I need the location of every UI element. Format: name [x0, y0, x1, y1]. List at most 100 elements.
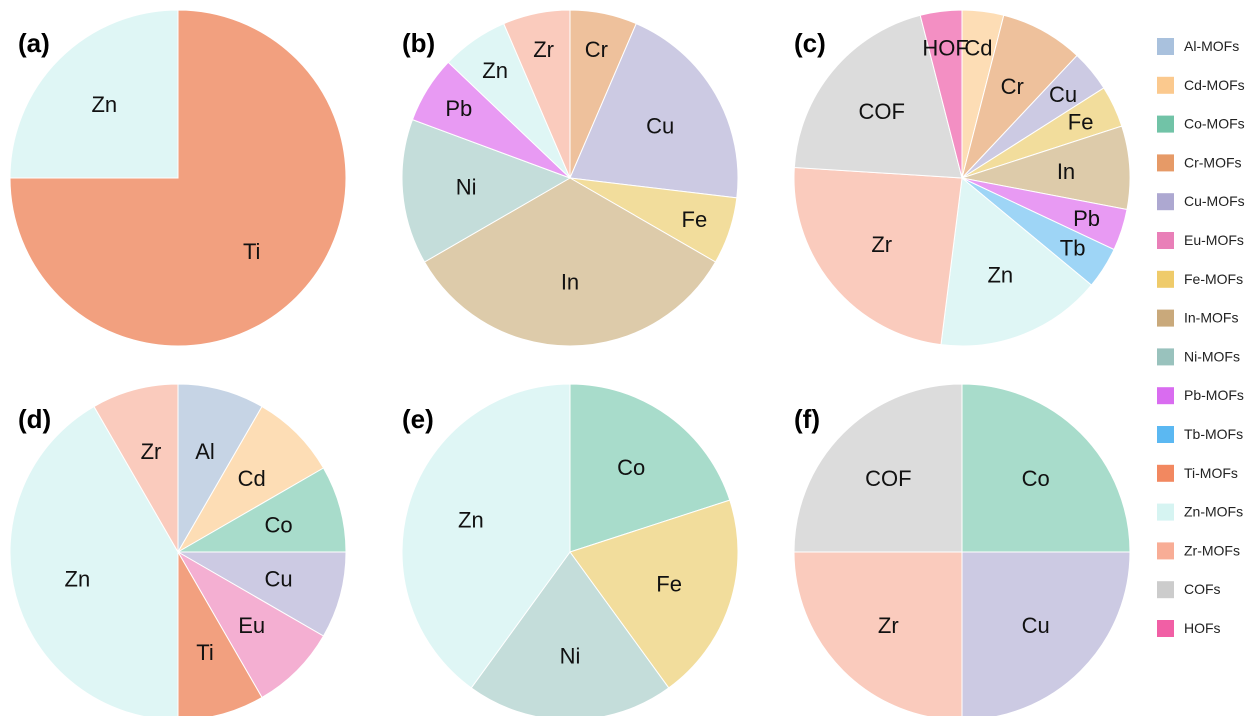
legend-entry-label: Ti-MOFs — [1184, 465, 1238, 481]
legend: Al-MOFs Cd-MOFs Co-MOFs Cr-MOFs Cu-MOFs Eu-MO… — [1157, 38, 1245, 637]
slice-label: COF — [858, 99, 904, 124]
pie-slice-ti — [9, 9, 347, 347]
panel-label: (f) — [794, 404, 820, 434]
pie-slice-eu — [176, 550, 325, 699]
legend-entry-label: Zr-MOFs — [1184, 542, 1240, 558]
legend-entry-label: Co-MOFs — [1184, 116, 1245, 132]
pie-panel-2: Cd Cr Cu Fe In Pb Tb Zn Zr COF HOF (c) — [793, 9, 1131, 347]
legend-swatch — [1157, 193, 1174, 211]
slice-label: Pb — [1073, 206, 1100, 231]
legend-swatch — [1157, 309, 1174, 327]
slice-label: Fe — [1068, 110, 1094, 135]
pie-panels: Ti Zn (a) Cr Cu Fe In Ni Pb Zn Zr (b) Cd Cr Cu Fe In Pb Tb… — [9, 9, 1131, 716]
slice-label: Al — [195, 439, 215, 464]
slice-label: Cd — [964, 36, 992, 61]
slice-label: Co — [1022, 466, 1050, 491]
pie-slice-cof — [793, 14, 963, 179]
pie-slice-in — [423, 177, 717, 347]
slice-label: Zr — [878, 613, 899, 638]
slice-label: Ni — [456, 174, 477, 199]
pie-slice-cu — [176, 551, 347, 637]
panel-label: (b) — [402, 28, 435, 58]
legend-entry-label: HOFs — [1184, 620, 1221, 636]
slice-label: Fe — [682, 207, 708, 232]
slice-label: Zr — [871, 232, 892, 257]
pie-slice-ni — [401, 119, 572, 263]
legend-swatch — [1157, 348, 1174, 366]
legend-swatch — [1157, 581, 1174, 599]
legend-entry-label: COFs — [1184, 581, 1221, 597]
pie-slice-cu — [569, 22, 739, 199]
pie-slice-ni — [470, 551, 670, 716]
slice-label: Tb — [1060, 236, 1086, 261]
legend-entry-label: Fe-MOFs — [1184, 271, 1243, 287]
pie-slice-ti — [177, 550, 263, 716]
legend-entry-label: Tb-MOFs — [1184, 426, 1243, 442]
legend-swatch — [1157, 620, 1174, 637]
slice-label: Zr — [533, 37, 554, 62]
pie-slice-hof — [919, 9, 963, 179]
slice-label: Ni — [560, 644, 581, 669]
pie-panel-1: Cr Cu Fe In Ni Pb Zn Zr (b) — [401, 9, 739, 347]
slice-label: Zn — [987, 262, 1013, 287]
slice-label: Zn — [65, 567, 91, 592]
legend-entry-label: Zn-MOFs — [1184, 504, 1243, 520]
legend-entry-label: In-MOFs — [1184, 310, 1238, 326]
pie-slice-co — [176, 467, 347, 553]
slice-label: Cr — [1001, 74, 1024, 99]
slice-label: HOF — [922, 36, 968, 61]
slice-label: Cr — [585, 37, 608, 62]
slice-label: Co — [617, 455, 645, 480]
legend-entry-label: Pb-MOFs — [1184, 387, 1244, 403]
legend-entry-label: Eu-MOFs — [1184, 232, 1244, 248]
slice-label: Ti — [243, 239, 261, 264]
pie-slice-cu — [961, 551, 1131, 716]
slice-label: Cu — [646, 113, 674, 138]
legend-entry-label: Cu-MOFs — [1184, 193, 1245, 209]
pie-slice-zn — [9, 405, 179, 716]
legend-swatch — [1157, 464, 1174, 482]
legend-swatch — [1157, 387, 1174, 405]
legend-swatch — [1157, 76, 1174, 94]
pie-slice-zn — [9, 9, 179, 179]
slice-label: Ti — [196, 640, 214, 665]
slice-label: Cu — [265, 567, 293, 592]
pie-slice-zr — [93, 383, 179, 554]
pie-slice-zn — [401, 383, 571, 689]
slice-label: Eu — [238, 613, 265, 638]
pie-panel-4: Co Fe Ni Zn (e) — [401, 383, 739, 716]
pie-panel-5: Co Cu Zr COF (f) — [793, 383, 1131, 716]
slice-label: Co — [265, 513, 293, 538]
slice-label: Fe — [656, 572, 682, 597]
pie-slice-cof — [793, 383, 963, 553]
pie-slice-al — [177, 383, 263, 554]
pie-slice-zr — [793, 551, 963, 716]
pie-slice-zr — [793, 166, 963, 346]
slice-label: Cd — [238, 466, 266, 491]
slice-label: Zr — [141, 439, 162, 464]
legend-swatch — [1157, 154, 1174, 172]
legend-swatch — [1157, 38, 1174, 55]
legend-swatch — [1157, 270, 1174, 288]
legend-swatch — [1157, 115, 1174, 133]
legend-swatch — [1157, 503, 1174, 521]
pie-slice-zn — [940, 177, 1093, 347]
pie-slice-co — [569, 383, 731, 553]
legend-entry-label: Ni-MOFs — [1184, 348, 1240, 364]
slice-label: Pb — [445, 96, 472, 121]
pie-slice-fe — [569, 499, 739, 689]
slice-label: Zn — [482, 58, 508, 83]
slice-label: COF — [865, 466, 911, 491]
pie-slice-zr — [503, 9, 571, 179]
slice-label: In — [1057, 159, 1075, 184]
pie-slice-co — [961, 383, 1131, 553]
slice-label: Zn — [458, 507, 484, 532]
legend-entry-label: Cd-MOFs — [1184, 77, 1245, 93]
legend-swatch — [1157, 426, 1174, 443]
panel-label: (e) — [402, 404, 434, 434]
legend-swatch — [1157, 542, 1174, 560]
pie-slice-cd — [176, 405, 325, 554]
panel-label: (d) — [18, 404, 51, 434]
